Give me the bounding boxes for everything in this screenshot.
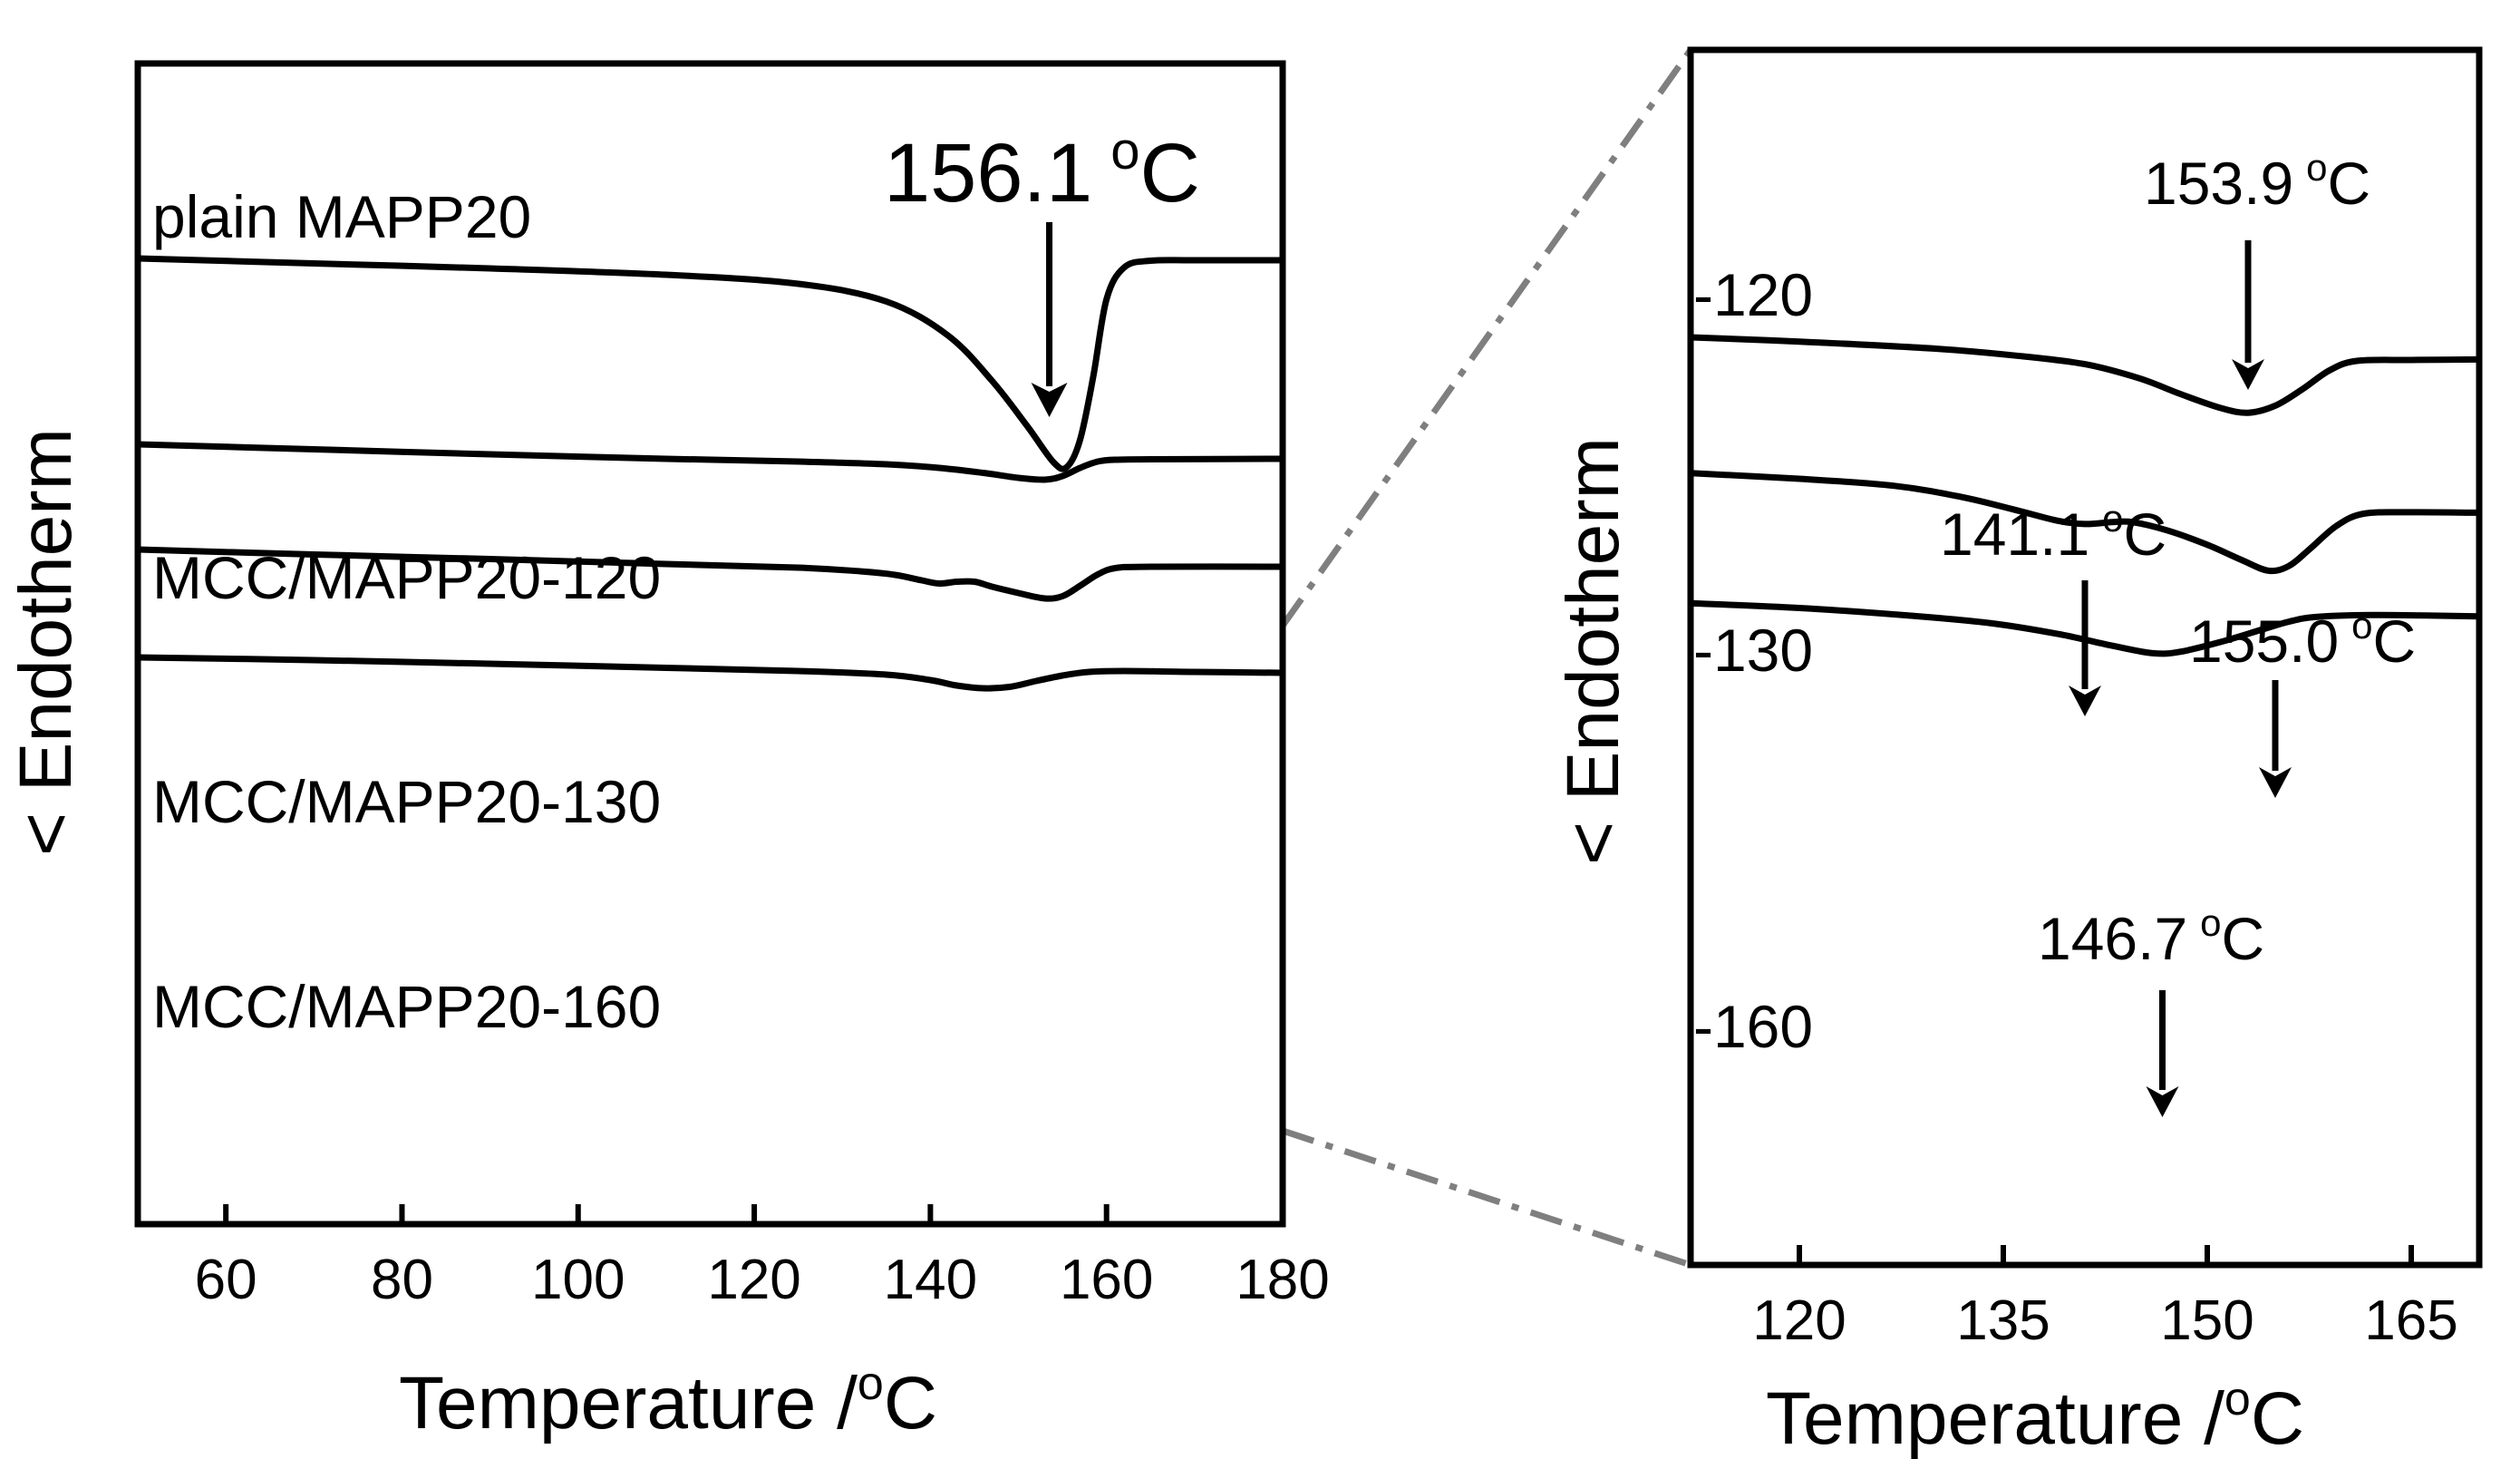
right-annotation-153-9: 153.9 oC xyxy=(2144,146,2370,217)
x-tick-label-80: 80 xyxy=(371,1249,433,1311)
right-annotation-3-degree: o xyxy=(2200,901,2221,944)
annotation-arrow-head-1-0 xyxy=(2232,359,2264,390)
left-label-130: MCC/MAPP20-130 xyxy=(152,768,661,835)
left-label-160: MCC/MAPP20-160 xyxy=(152,973,661,1040)
left-x-axis-label: Temperature /oC xyxy=(399,1357,937,1444)
x-tick-label-100: 100 xyxy=(531,1249,625,1311)
right-y-axis-label: < Endotherm xyxy=(1552,437,1634,865)
right-arrows xyxy=(2069,240,2292,1117)
right-curves xyxy=(1687,334,2483,657)
right-panel: 120 135 150 165 -120 -130 -160 153.9 oC 141.… xyxy=(1552,46,2483,1459)
right-annotation-3-unit: C xyxy=(2222,905,2265,972)
x-tick-label-150: 150 xyxy=(2160,1289,2253,1352)
left-y-axis-label: < Endotherm xyxy=(5,428,87,856)
curve-0-2 xyxy=(134,546,1286,602)
right-x-ticks: 120 135 150 165 xyxy=(1752,1245,2458,1352)
right-annotation-0-degree: o xyxy=(2306,146,2327,189)
right-x-axis-unit: C xyxy=(2251,1377,2304,1459)
right-annotation-0-value: 153.9 xyxy=(2144,150,2293,217)
left-annotation-degree: o xyxy=(1110,122,1139,180)
right-x-axis-label-text: Temperature / xyxy=(1766,1377,2224,1459)
left-arrows xyxy=(1031,222,1068,417)
curve-0-0 xyxy=(134,255,1286,472)
right-annotation-2-unit: C xyxy=(2373,608,2417,675)
curve-0-3 xyxy=(134,654,1286,692)
left-label-plain: plain MAPP20 xyxy=(152,183,531,250)
x-tick-label-180: 180 xyxy=(1236,1249,1329,1311)
right-x-axis-degree: o xyxy=(2224,1373,2251,1425)
right-label-120: -120 xyxy=(1693,261,1813,328)
right-label-130: -130 xyxy=(1693,617,1813,684)
zoom-connector-top xyxy=(1280,47,1693,628)
curve-1-1 xyxy=(1687,470,2483,575)
x-tick-label-160: 160 xyxy=(1060,1249,1153,1311)
left-panel: 60 80 100 120 140 160 180 plain MAPP20 MCC/MAP… xyxy=(5,60,1330,1444)
curve-0-1 xyxy=(134,441,1286,483)
x-tick-label-120: 120 xyxy=(1752,1289,1846,1352)
curve-1-2 xyxy=(1687,599,2483,657)
right-annotation-1-degree: o xyxy=(2102,497,2123,540)
right-annotation-1-unit: C xyxy=(2124,501,2167,568)
right-annotation-2-degree: o xyxy=(2351,604,2372,647)
x-tick-label-120: 120 xyxy=(707,1249,800,1311)
right-annotation-3-value: 146.7 xyxy=(2038,905,2187,972)
left-x-axis-unit: C xyxy=(884,1362,937,1444)
right-label-160: -160 xyxy=(1693,993,1813,1060)
x-tick-label-60: 60 xyxy=(195,1249,257,1311)
zoom-connector-bottom xyxy=(1281,1127,1692,1269)
left-annotation-value: 156.1 xyxy=(884,127,1092,219)
right-annotation-146-7: 146.7 oC xyxy=(2038,901,2264,972)
x-tick-label-140: 140 xyxy=(884,1249,977,1311)
annotation-arrow-head-1-3 xyxy=(2146,1086,2179,1117)
left-curves xyxy=(134,255,1286,692)
right-annotation-2-value: 155.0 xyxy=(2189,608,2339,675)
x-tick-label-135: 135 xyxy=(1956,1289,2050,1352)
left-x-axis-degree: o xyxy=(858,1357,884,1410)
left-label-120: MCC/MAPP20-120 xyxy=(152,544,661,611)
curve-1-0 xyxy=(1687,334,2483,416)
left-x-ticks: 60 80 100 120 140 160 180 xyxy=(195,1204,1330,1311)
right-annotation-141-1: 141.1 oC xyxy=(1940,497,2166,568)
x-tick-label-165: 165 xyxy=(2364,1289,2457,1352)
annotation-arrow-head-1-2 xyxy=(2259,767,2292,798)
right-annotation-0-unit: C xyxy=(2328,150,2371,217)
annotation-arrow-head-0-0 xyxy=(1031,383,1068,417)
left-annotation-156-1: 156.1 oC xyxy=(884,122,1200,219)
right-annotation-1-value: 141.1 xyxy=(1940,501,2089,568)
left-x-axis-label-text: Temperature / xyxy=(399,1362,858,1444)
right-annotation-155-0: 155.0 oC xyxy=(2189,604,2416,675)
right-x-axis-label: Temperature /oC xyxy=(1766,1373,2304,1459)
right-plot-frame xyxy=(1687,46,2483,1269)
left-plot-frame xyxy=(134,60,1286,1228)
annotation-arrow-head-1-1 xyxy=(2069,686,2101,716)
left-annotation-unit: C xyxy=(1140,127,1200,219)
